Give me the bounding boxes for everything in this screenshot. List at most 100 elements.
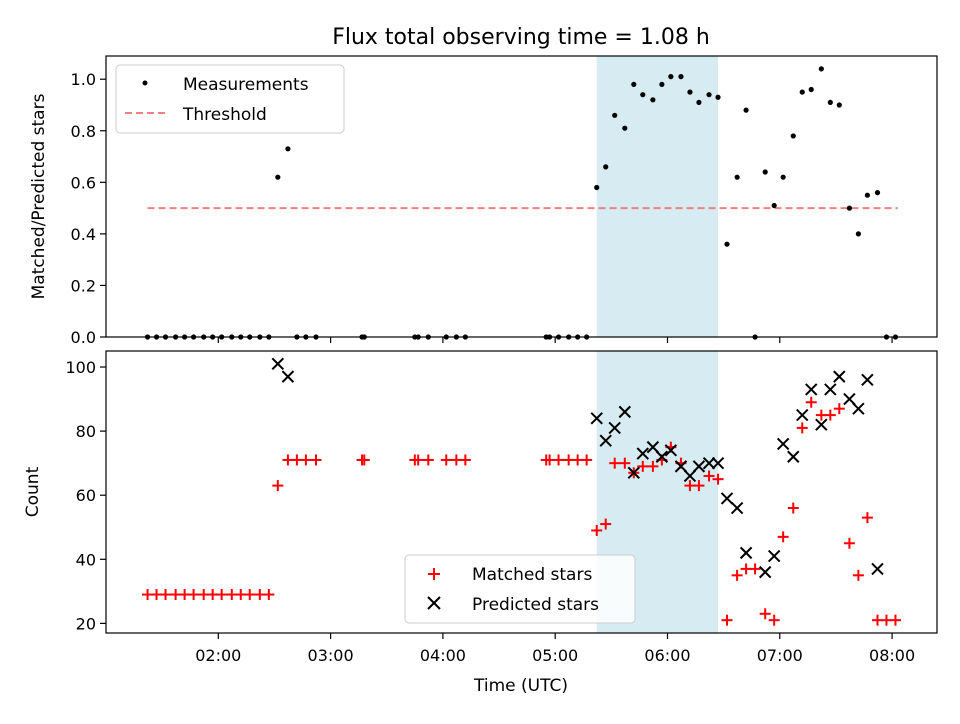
matched-star-point (244, 589, 256, 601)
measurement-point (640, 92, 646, 98)
measurement-point (864, 192, 870, 198)
predicted-star-point (720, 492, 734, 505)
predicted-star-point (730, 501, 744, 515)
matched-star-point (263, 589, 275, 601)
count-y-tick-label: 100 (65, 358, 96, 377)
ratio-shaded-span (596, 56, 719, 337)
predicted-star-point (692, 460, 706, 473)
matched-star-point (843, 537, 855, 549)
measurement-point (724, 241, 730, 247)
predicted-star-point (590, 412, 603, 425)
predicted-star-point (627, 466, 641, 479)
measurement-point (827, 99, 833, 106)
matched-star-point (712, 473, 724, 485)
ratio-y-ticks: 0.0 0.2 0.4 0.6 0.8 1.0 (71, 70, 106, 347)
measurement-point (734, 174, 740, 180)
predicted-star-point (271, 357, 285, 371)
x-tick-label: 04:00 (420, 646, 466, 665)
legend-matched-marker (428, 568, 440, 580)
matched-star-point (777, 531, 789, 543)
matched-star-point (787, 502, 799, 514)
measurement-point (790, 133, 796, 139)
measurement-point (696, 99, 702, 106)
matched-star-point (358, 454, 370, 466)
legend-predicted-label: Predicted stars (472, 595, 599, 615)
legend-predicted-marker (427, 596, 441, 610)
x-tick-label: 08:00 (869, 646, 915, 665)
legend-threshold-label: Threshold (182, 105, 267, 125)
matched-star-point (833, 403, 845, 415)
measurement-point (678, 74, 684, 80)
legend-matched-label: Matched stars (472, 565, 592, 585)
ratio-panel: 0.0 0.2 0.4 0.6 0.8 1.0 Matched/Predicted sta… (29, 55, 938, 347)
ratio-plot-frame (105, 55, 938, 338)
matched-star-point (889, 614, 901, 626)
predicted-star-point (599, 434, 612, 447)
matched-star-point (824, 409, 836, 421)
measurement-point (622, 125, 628, 131)
measurement-point (631, 81, 637, 87)
x-axis-label: Time (UTC) (473, 676, 568, 696)
matched-star-point (310, 454, 322, 466)
predicted-star-point (702, 456, 716, 470)
measurement-point (762, 169, 768, 175)
matched-star-point (600, 518, 612, 530)
x-tick-label: 03:00 (308, 646, 354, 665)
measurement-point (603, 164, 609, 170)
measurement-points (144, 66, 899, 340)
measurement-point (771, 202, 777, 209)
matched-star-point (759, 608, 771, 620)
predicted-star-point (674, 460, 688, 473)
matched-star-point (731, 569, 743, 581)
predicted-star-point (843, 392, 856, 406)
predicted-star-point (871, 562, 884, 576)
matched-star-point (300, 454, 312, 466)
measurement-point (275, 174, 281, 180)
matched-star-point (768, 614, 780, 626)
predicted-star-point (711, 456, 725, 470)
measurement-point (846, 205, 853, 211)
matched-star-point (703, 470, 715, 482)
matched-star-point (272, 480, 284, 492)
predicted-star-point (739, 546, 753, 560)
count-plot-frame (105, 350, 938, 634)
predicted-star-point (861, 373, 874, 387)
matched-star-point (693, 480, 705, 492)
count-y-axis-label: Count (23, 466, 43, 517)
predicted-star-point (824, 383, 837, 396)
x-tick-label: 07:00 (757, 646, 803, 665)
matched-star-point (553, 454, 565, 466)
predicted-star-point (796, 408, 809, 422)
ratio-y-tick-label: 0.0 (71, 328, 96, 347)
predicted-star-point (608, 421, 621, 435)
matched-star-point (412, 454, 424, 466)
matched-star-point (440, 454, 452, 466)
predicted-star-point (664, 444, 678, 457)
predicted-star-point (636, 447, 649, 460)
predicted-star-point (281, 370, 295, 383)
measurement-point (650, 97, 656, 103)
matched-star-point (805, 396, 817, 408)
ratio-x-ticks (217, 337, 893, 343)
count-y-tick-label: 60 (76, 486, 96, 505)
predicted-star-point (815, 418, 828, 431)
predicted-star-point (767, 549, 781, 563)
measurement-point (743, 107, 749, 113)
measurement-point (668, 74, 674, 80)
measurement-point (285, 146, 291, 152)
predicted-star-point (618, 405, 632, 419)
predicted-star-point (805, 383, 818, 396)
ratio-y-tick-label: 0.2 (71, 276, 96, 295)
measurement-point (799, 89, 805, 95)
matched-star-point (216, 589, 228, 601)
matched-star-point (581, 454, 593, 466)
ratio-legend-box (115, 64, 345, 134)
count-legend: Matched stars Predicted stars (404, 554, 636, 624)
measurement-point (687, 89, 693, 95)
x-tick-label: 06:00 (644, 646, 690, 665)
predicted-star-point (758, 565, 772, 579)
measurement-point (818, 66, 824, 72)
predicted-stars-points (271, 357, 884, 579)
matched-star-point (160, 589, 172, 601)
